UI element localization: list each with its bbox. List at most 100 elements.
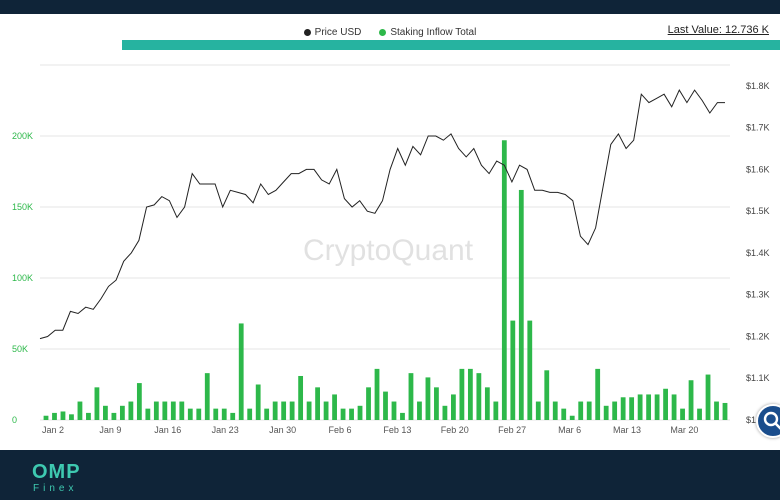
- search-icon: [763, 411, 780, 430]
- right-axis-tick-label: $1.8K: [746, 81, 770, 91]
- x-axis-tick-label: Jan 23: [212, 425, 239, 435]
- staking-inflow-bar: [603, 405, 609, 420]
- staking-inflow-bar: [315, 387, 320, 420]
- staking-inflow-bar: [705, 374, 711, 420]
- staking-inflow-bar: [714, 401, 719, 420]
- staking-inflow-bar: [43, 415, 49, 420]
- right-axis-tick-label: $1.2K: [746, 331, 770, 341]
- staking-inflow-bar: [264, 408, 270, 420]
- staking-inflow-bar: [501, 140, 507, 420]
- chart-legend: Price USD Staking Inflow Total: [0, 24, 780, 40]
- staking-inflow-bar: [442, 405, 448, 420]
- x-axis-tick-label: Feb 20: [441, 425, 469, 435]
- staking-inflow-bar: [620, 397, 626, 420]
- x-axis-tick-label: Jan 16: [154, 425, 181, 435]
- staking-inflow-bar: [111, 412, 117, 420]
- staking-inflow-bar: [612, 401, 618, 420]
- legend-dot-price: [303, 28, 311, 36]
- staking-inflow-bar: [77, 401, 83, 420]
- brand-logo-sub: Finex: [33, 483, 78, 494]
- price-usd-line: [39, 89, 725, 340]
- staking-inflow-bar: [255, 384, 261, 420]
- staking-inflow-bar: [451, 394, 456, 420]
- staking-inflow-bar: [162, 401, 168, 420]
- right-axis-tick-label: $1.6K: [746, 164, 770, 174]
- x-axis-tick-label: Jan 9: [99, 425, 121, 435]
- staking-inflow-bar: [400, 412, 405, 420]
- staking-inflow-bars: [43, 140, 728, 420]
- staking-inflow-bar: [179, 401, 185, 420]
- staking-inflow-bar: [688, 380, 694, 420]
- staking-inflow-bar: [289, 401, 295, 420]
- x-axis-tick-label: Jan 30: [269, 425, 296, 435]
- staking-inflow-bar: [170, 401, 176, 420]
- chart: CryptoQuant 0 50K 100K 150K 200K $1K $1.1K $1.…: [12, 64, 770, 435]
- staking-inflow-bar: [306, 401, 312, 420]
- chart-area: [0, 14, 780, 450]
- staking-inflow-bar: [357, 405, 363, 420]
- staking-inflow-bar: [136, 383, 142, 420]
- left-axis-tick-label: 100K: [12, 273, 33, 283]
- staking-inflow-bar: [60, 411, 66, 420]
- staking-inflow-bar: [484, 387, 490, 420]
- staking-inflow-bar: [94, 387, 100, 420]
- right-axis-ticks: $1K $1.1K $1.2K $1.3K $1.4K $1.5K $1.6K $1.7K $1…: [746, 81, 770, 425]
- staking-inflow-bar: [204, 373, 210, 420]
- staking-inflow-bar: [722, 402, 728, 420]
- staking-inflow-bar: [374, 368, 380, 420]
- x-axis-tick-label: Mar 6: [558, 425, 581, 435]
- staking-inflow-bar: [332, 394, 337, 420]
- legend-label-staking-inflow: Staking Inflow Total: [390, 26, 477, 38]
- left-axis-tick-label: 200K: [12, 131, 33, 141]
- right-axis-tick-label: $1.1K: [746, 373, 770, 383]
- staking-inflow-bar: [680, 408, 685, 420]
- staking-inflow-bar: [383, 391, 388, 420]
- search-button[interactable]: [756, 404, 780, 438]
- staking-inflow-bar: [213, 408, 219, 420]
- staking-inflow-bar: [467, 368, 473, 420]
- staking-inflow-bar: [586, 401, 592, 420]
- x-axis-tick-label: Jan 2: [42, 425, 64, 435]
- left-axis-ticks: 0 50K 100K 150K 200K: [12, 131, 33, 425]
- staking-inflow-bar: [196, 408, 202, 420]
- staking-inflow-bar: [527, 320, 533, 420]
- staking-inflow-bar: [425, 377, 431, 420]
- staking-inflow-bar: [119, 405, 125, 420]
- staking-inflow-bar: [459, 368, 465, 420]
- x-axis-tick-label: Mar 13: [613, 425, 641, 435]
- staking-inflow-bar: [518, 189, 524, 420]
- left-axis-tick-label: 0: [12, 415, 17, 425]
- staking-inflow-bar: [535, 401, 541, 420]
- staking-inflow-bar: [671, 394, 677, 420]
- x-axis-tick-label: Feb 13: [383, 425, 411, 435]
- staking-inflow-bar: [391, 401, 397, 420]
- x-axis-tick-label: Feb 6: [328, 425, 351, 435]
- legend-item-staking-inflow[interactable]: Staking Inflow Total: [379, 24, 476, 40]
- left-axis-tick-label: 50K: [12, 344, 28, 354]
- top-bar: [0, 0, 780, 14]
- staking-inflow-bar: [476, 373, 482, 420]
- x-axis-tick-label: Feb 27: [498, 425, 526, 435]
- staking-inflow-bar: [230, 412, 236, 420]
- x-axis-ticks: Jan 2 Jan 9 Jan 16 Jan 23 Jan 30 Feb 6 Feb 13 F…: [42, 425, 698, 435]
- staking-inflow-bar: [595, 368, 601, 420]
- last-value-link[interactable]: Last Value: 12.736 K: [667, 24, 769, 36]
- staking-inflow-bar: [646, 394, 652, 420]
- staking-inflow-bar: [153, 401, 159, 420]
- staking-inflow-bar: [637, 394, 643, 420]
- staking-inflow-bar: [408, 373, 414, 420]
- legend-label-price: Price USD: [314, 26, 362, 38]
- staking-inflow-bar: [128, 401, 134, 420]
- staking-inflow-bar: [238, 323, 244, 420]
- watermark: CryptoQuant: [303, 234, 474, 267]
- right-axis-tick-label: $1.3K: [746, 290, 770, 300]
- footer-stripe: [122, 40, 780, 50]
- right-axis-tick-label: $1K: [746, 415, 762, 425]
- staking-inflow-bar: [281, 401, 287, 420]
- staking-inflow-bar: [298, 375, 304, 420]
- staking-inflow-bar: [272, 401, 278, 420]
- right-axis-tick-label: $1.7K: [746, 123, 770, 133]
- staking-inflow-bar: [510, 320, 516, 420]
- left-axis-tick-label: 150K: [12, 202, 33, 212]
- legend-item-price[interactable]: Price USD: [303, 24, 362, 40]
